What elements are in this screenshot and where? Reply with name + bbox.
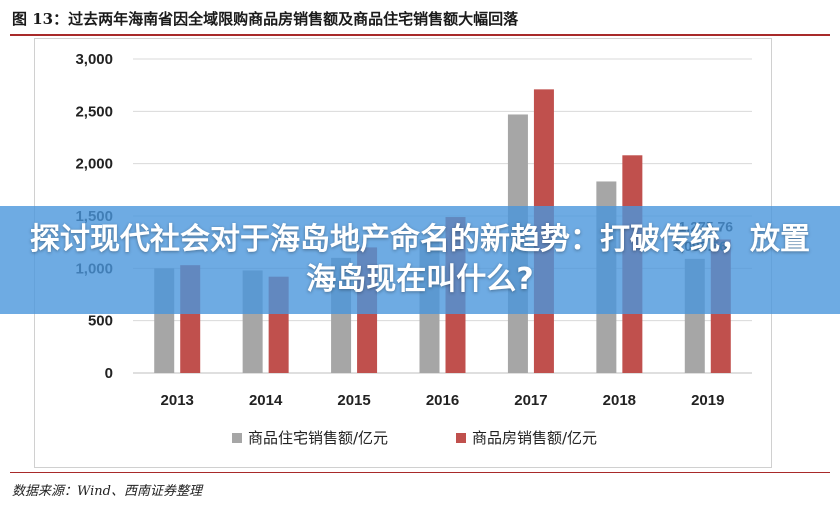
figure-title: 图 13：过去两年海南省因全域限购商品房销售额及商品住宅销售额大幅回落: [12, 10, 519, 28]
footer-divider: [10, 472, 830, 473]
headline-text: 探讨现代社会对于海岛地产命名的新趋势：打破传统，放置海岛现在叫什么?: [30, 222, 810, 297]
x-tick-label-2019: 2019: [691, 392, 724, 409]
title-divider: [10, 34, 830, 36]
legend-label-1: 商品房销售额/亿元: [472, 429, 597, 447]
x-tick-label-2016: 2016: [426, 392, 459, 409]
legend-label-0: 商品住宅销售额/亿元: [248, 429, 388, 447]
y-tick-label-2500: 2,500: [75, 103, 113, 120]
data-source-note: 数据来源：Wind、西南证券整理: [12, 484, 202, 499]
x-tick-label-2015: 2015: [337, 392, 370, 409]
y-tick-label-500: 500: [88, 313, 113, 330]
x-tick-label-2013: 2013: [161, 392, 194, 409]
x-tick-label-2018: 2018: [603, 392, 636, 409]
headline-banner: 探讨现代社会对于海岛地产命名的新趋势：打破传统，放置海岛现在叫什么?: [0, 206, 840, 314]
x-tick-label-2014: 2014: [249, 392, 283, 409]
y-tick-label-2000: 2,000: [75, 156, 113, 173]
y-tick-label-0: 0: [105, 365, 113, 382]
y-tick-label-3000: 3,000: [75, 51, 113, 68]
x-tick-label-2017: 2017: [514, 392, 547, 409]
legend-swatch-0: [232, 433, 242, 443]
legend-swatch-1: [456, 433, 466, 443]
